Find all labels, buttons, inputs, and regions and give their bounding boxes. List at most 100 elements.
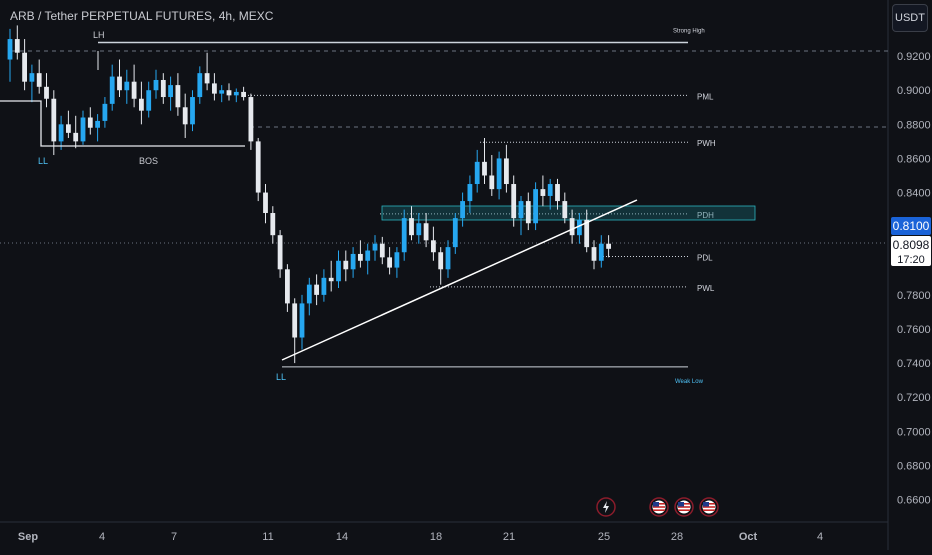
candle[interactable]	[146, 81, 152, 118]
candle[interactable]	[117, 59, 122, 98]
candle[interactable]	[80, 110, 86, 145]
candle[interactable]	[540, 175, 546, 207]
candle[interactable]	[131, 64, 137, 108]
candle[interactable]	[518, 195, 524, 236]
candle-body	[460, 201, 465, 219]
candle[interactable]	[175, 73, 181, 116]
candle[interactable]	[226, 83, 232, 101]
candle[interactable]	[102, 97, 108, 128]
candle[interactable]	[314, 274, 319, 306]
candle[interactable]	[321, 269, 327, 302]
candle[interactable]	[277, 230, 283, 278]
candle[interactable]	[29, 64, 35, 103]
candle[interactable]	[22, 39, 27, 91]
candle[interactable]	[409, 206, 414, 241]
candle[interactable]	[569, 209, 575, 244]
pdh-zone-box[interactable]	[381, 205, 756, 221]
candle[interactable]	[423, 213, 429, 248]
candle[interactable]	[350, 247, 356, 278]
candle[interactable]	[336, 250, 341, 289]
candle[interactable]	[438, 247, 444, 285]
candle[interactable]	[292, 298, 298, 364]
candle[interactable]	[525, 192, 531, 231]
candle[interactable]	[109, 64, 115, 111]
currency-button[interactable]: USDT	[892, 4, 928, 32]
candle[interactable]	[598, 235, 604, 268]
candle[interactable]	[299, 294, 305, 350]
candle[interactable]	[584, 209, 590, 253]
candle[interactable]	[416, 213, 422, 244]
candle[interactable]	[591, 240, 597, 270]
candle[interactable]	[58, 115, 64, 150]
candle[interactable]	[533, 182, 538, 231]
candle[interactable]	[153, 69, 159, 99]
flag-canton	[703, 502, 709, 507]
candle[interactable]	[160, 73, 166, 104]
candle[interactable]	[489, 155, 495, 196]
candle[interactable]	[270, 206, 276, 244]
candle[interactable]	[219, 85, 225, 103]
candle[interactable]	[562, 192, 568, 224]
candle[interactable]	[394, 247, 400, 278]
candle[interactable]	[431, 226, 436, 261]
candle-body	[445, 247, 451, 270]
candle[interactable]	[577, 213, 582, 244]
candle[interactable]	[452, 213, 458, 254]
candle[interactable]	[95, 114, 100, 142]
candle[interactable]	[248, 93, 254, 150]
candle[interactable]	[212, 73, 217, 101]
candle[interactable]	[306, 277, 312, 316]
candle[interactable]	[482, 137, 487, 185]
candle[interactable]	[365, 243, 371, 275]
candle[interactable]	[401, 209, 407, 261]
candle[interactable]	[504, 144, 509, 193]
candle[interactable]	[372, 235, 378, 261]
candle[interactable]	[547, 178, 553, 210]
candle[interactable]	[168, 76, 173, 111]
candle[interactable]	[285, 264, 290, 312]
candle[interactable]	[73, 115, 79, 149]
candle[interactable]	[328, 260, 334, 292]
candle[interactable]	[66, 110, 71, 138]
current-price-text: 0.8100	[893, 219, 930, 233]
candle[interactable]	[460, 192, 465, 227]
candle[interactable]	[606, 235, 611, 258]
candle[interactable]	[124, 69, 130, 104]
us-flag-icon[interactable]	[649, 497, 669, 517]
candle[interactable]	[139, 81, 144, 125]
candle[interactable]	[387, 247, 392, 275]
candle[interactable]	[14, 25, 20, 60]
candle[interactable]	[204, 52, 210, 91]
candle[interactable]	[36, 59, 42, 94]
us-flag-icon[interactable]	[699, 497, 719, 517]
candle[interactable]	[87, 107, 93, 135]
candle[interactable]	[445, 240, 451, 278]
candle[interactable]	[197, 66, 203, 104]
us-flag-icon[interactable]	[674, 497, 694, 517]
candle[interactable]	[555, 178, 560, 210]
candle[interactable]	[511, 175, 517, 227]
candle[interactable]	[241, 86, 246, 101]
candle[interactable]	[379, 236, 385, 265]
candle[interactable]	[190, 90, 195, 132]
candle[interactable]	[233, 88, 239, 103]
candle[interactable]	[44, 73, 49, 108]
candle[interactable]	[358, 240, 363, 268]
candle[interactable]	[343, 250, 349, 282]
candle[interactable]	[263, 184, 268, 224]
candle[interactable]	[51, 90, 57, 156]
candle-body	[7, 39, 13, 60]
candle[interactable]	[467, 175, 473, 214]
lightning-icon[interactable]	[596, 497, 616, 517]
trendline[interactable]	[281, 199, 638, 361]
candle-body	[306, 284, 312, 304]
candle-body	[431, 240, 436, 253]
candle[interactable]	[496, 151, 502, 200]
candle[interactable]	[255, 137, 261, 202]
candle[interactable]	[7, 28, 13, 82]
candle[interactable]	[182, 93, 188, 138]
candle[interactable]	[474, 149, 480, 193]
lightning-shape	[603, 501, 609, 513]
